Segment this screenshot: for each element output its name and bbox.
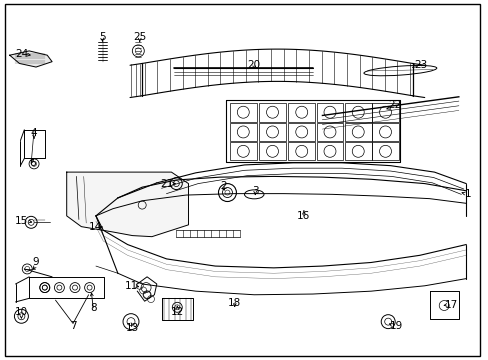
Bar — [229, 142, 256, 160]
Bar — [288, 103, 314, 122]
Text: 13: 13 — [125, 323, 139, 333]
Text: 20: 20 — [247, 59, 260, 69]
Text: 11: 11 — [124, 281, 138, 291]
Text: 21: 21 — [160, 179, 173, 189]
Text: 1: 1 — [464, 189, 471, 199]
Text: 9: 9 — [33, 257, 39, 267]
Bar — [229, 103, 256, 122]
Polygon shape — [66, 172, 188, 237]
Text: 25: 25 — [133, 32, 146, 41]
Text: 8: 8 — [90, 303, 97, 314]
Bar — [371, 103, 398, 122]
Bar — [371, 142, 398, 160]
Text: 16: 16 — [297, 211, 310, 221]
Bar — [288, 123, 314, 141]
Text: 4: 4 — [31, 128, 37, 138]
Bar — [229, 123, 256, 141]
Ellipse shape — [363, 66, 436, 76]
Bar — [344, 123, 371, 141]
Bar — [259, 103, 285, 122]
Polygon shape — [10, 51, 52, 67]
Bar — [288, 142, 314, 160]
Bar — [259, 142, 285, 160]
Bar — [316, 103, 343, 122]
Text: 24: 24 — [15, 49, 28, 59]
Text: 17: 17 — [444, 300, 457, 310]
Text: 6: 6 — [29, 158, 36, 168]
Text: 2: 2 — [220, 181, 227, 192]
Text: 15: 15 — [15, 216, 28, 226]
Text: 14: 14 — [89, 222, 102, 232]
Bar — [316, 123, 343, 141]
Bar — [344, 142, 371, 160]
Text: 18: 18 — [228, 298, 241, 308]
Text: 10: 10 — [15, 307, 28, 317]
Bar — [371, 123, 398, 141]
Bar — [316, 142, 343, 160]
Text: 12: 12 — [170, 307, 183, 317]
Text: 19: 19 — [389, 321, 402, 331]
Text: 7: 7 — [70, 321, 76, 331]
Bar — [259, 123, 285, 141]
Text: 3: 3 — [251, 186, 258, 197]
Text: 22: 22 — [387, 100, 400, 111]
Bar — [344, 103, 371, 122]
Text: 23: 23 — [413, 59, 427, 69]
Text: 5: 5 — [99, 32, 105, 41]
